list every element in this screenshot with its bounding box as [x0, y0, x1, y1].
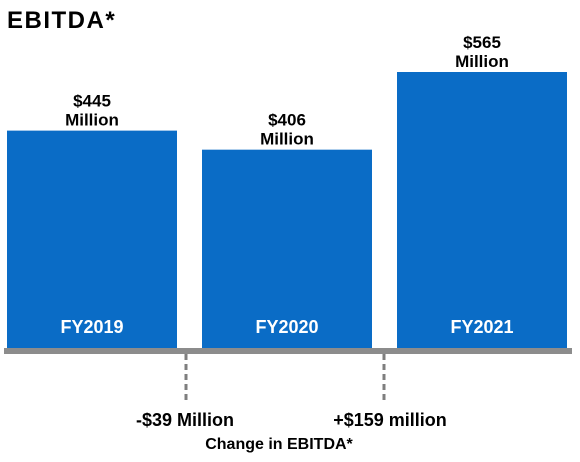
value-label-amount-fy2020: $406	[268, 111, 306, 130]
value-label-amount-fy2019: $445	[73, 92, 111, 111]
bar-fy2019	[7, 130, 177, 348]
change-label-2: +$159 million	[333, 410, 447, 430]
bar-fy2020	[202, 149, 372, 348]
change-footer: Change in EBITDA*	[205, 436, 353, 453]
value-label-amount-fy2021: $565	[463, 33, 501, 52]
value-label-unit-fy2019: Million	[65, 111, 119, 130]
value-label-unit-fy2021: Million	[455, 52, 509, 71]
category-label-fy2021: FY2021	[450, 317, 513, 337]
category-label-fy2019: FY2019	[60, 317, 123, 337]
category-label-fy2020: FY2020	[255, 317, 318, 337]
chart-title: EBITDA*	[7, 7, 116, 34]
value-label-unit-fy2020: Million	[260, 130, 314, 149]
change-connectors: -$39 Million +$159 million	[136, 354, 447, 430]
bar-fy2021	[397, 72, 567, 348]
x-axis-baseline	[4, 348, 572, 354]
change-label-1: -$39 Million	[136, 410, 234, 430]
bars-group: $445MillionFY2019$406MillionFY2020$565Mi…	[7, 33, 567, 348]
